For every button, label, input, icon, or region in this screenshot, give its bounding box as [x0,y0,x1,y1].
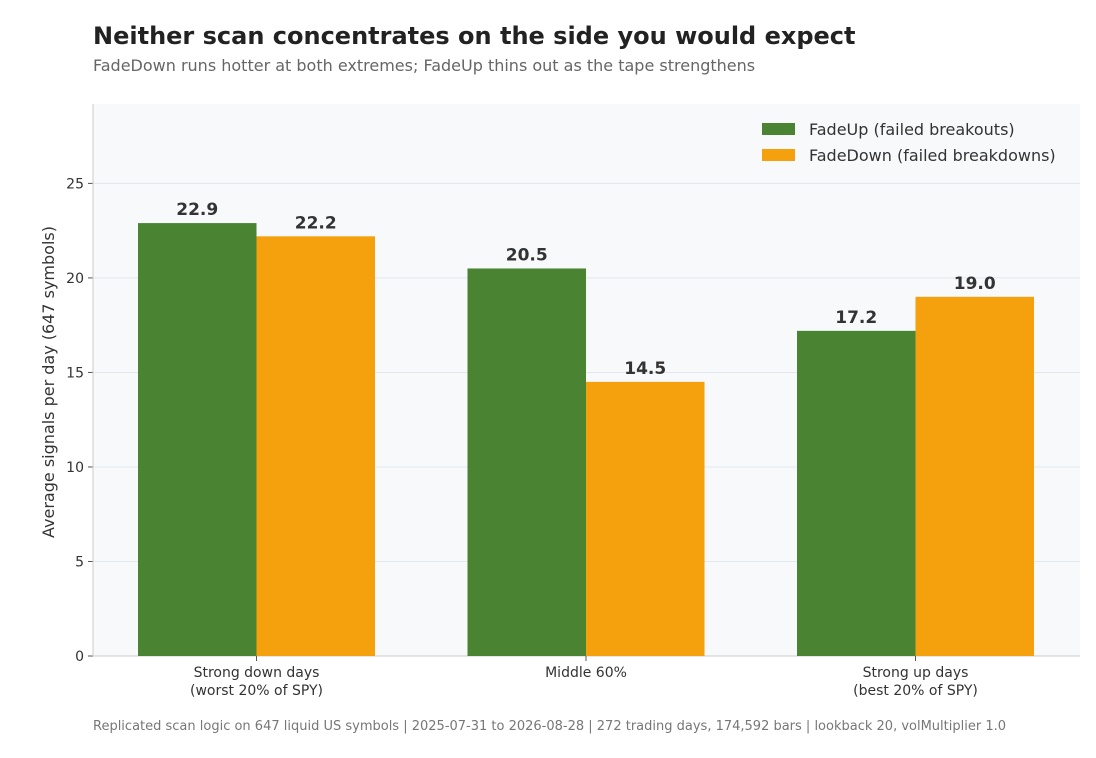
x-tick-label: (worst 20% of SPY) [190,683,323,699]
bar [467,268,586,656]
bar [256,236,375,656]
bar [797,330,916,656]
bar-value-label: 14.5 [624,359,666,379]
y-tick-label: 5 [75,554,84,570]
x-tick-label: Middle 60% [545,665,627,681]
bar [586,381,705,656]
bar-value-label: 19.0 [954,274,996,294]
bar-value-label: 17.2 [835,308,877,328]
bar-value-label: 22.9 [176,200,218,220]
bar-value-label: 20.5 [506,245,548,265]
y-tick-label: 0 [75,649,84,665]
x-tick-label: Strong down days [194,665,320,681]
y-tick-label: 10 [66,460,84,476]
x-tick-label: Strong up days [863,665,969,681]
y-tick-label: 20 [66,271,84,287]
bar [915,296,1034,656]
legend-label: FadeUp (failed breakouts) [809,120,1015,139]
x-tick-label: (best 20% of SPY) [853,683,978,699]
bar [138,223,257,656]
chart-subtitle: FadeDown runs hotter at both extremes; F… [93,56,756,75]
chart-title: Neither scan concentrates on the side yo… [93,22,856,50]
legend-swatch [762,149,795,161]
footnote: Replicated scan logic on 647 liquid US s… [93,719,1006,734]
y-axis-label: Average signals per day (647 symbols) [39,226,58,538]
y-tick-label: 25 [66,176,84,192]
y-tick-label: 15 [66,365,84,381]
bar-value-label: 22.2 [295,213,337,233]
legend-label: FadeDown (failed breakdowns) [809,146,1056,165]
legend-swatch [762,123,795,135]
